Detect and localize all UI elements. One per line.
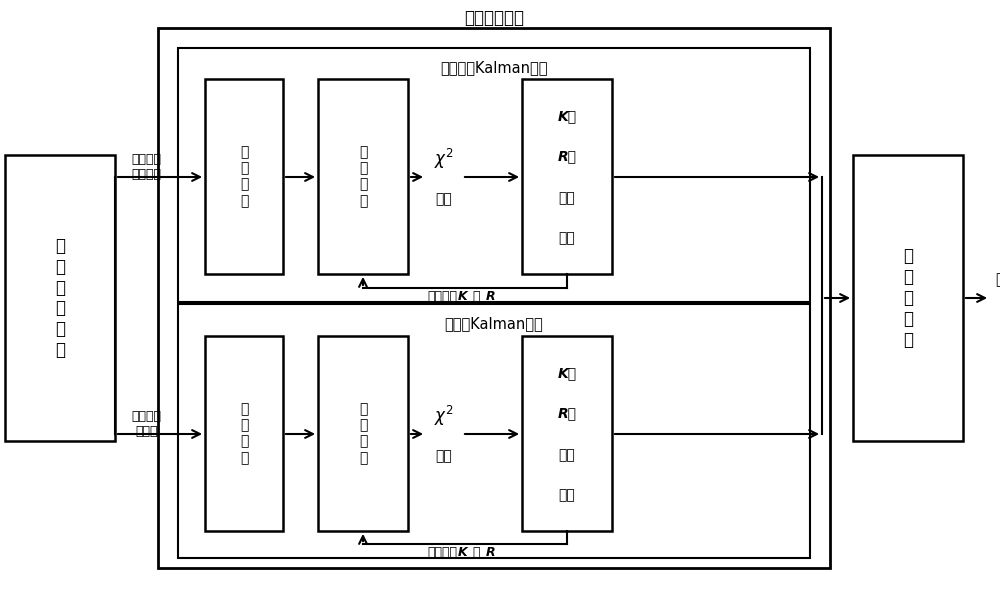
Text: 调整后的: 调整后的: [427, 290, 457, 303]
Bar: [205, 336, 283, 531]
Bar: [205, 79, 283, 274]
Text: K: K: [458, 290, 468, 303]
Text: 迭
代
计
算: 迭 代 计 算: [359, 402, 367, 465]
Text: K阵: K阵: [557, 110, 577, 123]
Text: 和: 和: [472, 546, 480, 559]
Text: 建
立
方
程: 建 立 方 程: [240, 145, 248, 208]
Bar: [178, 304, 810, 558]
Text: K阵: K阵: [557, 367, 577, 380]
Text: 建
立
方
程: 建 立 方 程: [240, 402, 248, 465]
Text: R阵: R阵: [558, 406, 576, 421]
Text: 检测: 检测: [436, 192, 452, 206]
Bar: [318, 336, 408, 531]
Text: 调整: 调整: [559, 489, 575, 502]
Text: R阵: R阵: [558, 150, 576, 163]
Text: 陀螺仪Kalman滤波: 陀螺仪Kalman滤波: [445, 316, 543, 331]
Text: 调整: 调整: [559, 231, 575, 246]
Bar: [522, 79, 612, 274]
Text: 导
航
计
算
机: 导 航 计 算 机: [903, 247, 913, 349]
Text: 加速度计
量测信息: 加速度计 量测信息: [132, 153, 162, 181]
Text: $\chi^2$: $\chi^2$: [434, 404, 454, 428]
Text: K: K: [458, 546, 468, 559]
Text: $\chi^2$: $\chi^2$: [434, 147, 454, 171]
Bar: [522, 336, 612, 531]
Text: 信息处理单元: 信息处理单元: [464, 9, 524, 27]
Text: 在线: 在线: [559, 191, 575, 206]
Text: 调整后的: 调整后的: [427, 546, 457, 559]
Text: 陀螺仪量
测信息: 陀螺仪量 测信息: [132, 410, 162, 438]
Bar: [853, 155, 963, 441]
Text: 检测: 检测: [436, 449, 452, 463]
Bar: [178, 48, 810, 302]
Bar: [5, 155, 115, 441]
Text: 惯
性
测
量
单
元: 惯 性 测 量 单 元: [55, 237, 65, 359]
Text: R: R: [486, 546, 496, 559]
Bar: [158, 28, 830, 568]
Text: 加速度计Kalman滤波: 加速度计Kalman滤波: [440, 61, 548, 76]
Text: 导航信息: 导航信息: [995, 272, 1000, 287]
Text: R: R: [486, 290, 496, 303]
Text: 和: 和: [472, 290, 480, 303]
Text: 迭
代
计
算: 迭 代 计 算: [359, 145, 367, 208]
Text: 在线: 在线: [559, 449, 575, 462]
Bar: [318, 79, 408, 274]
